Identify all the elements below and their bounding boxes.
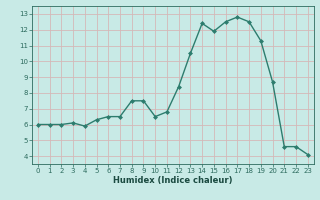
X-axis label: Humidex (Indice chaleur): Humidex (Indice chaleur) bbox=[113, 176, 233, 185]
